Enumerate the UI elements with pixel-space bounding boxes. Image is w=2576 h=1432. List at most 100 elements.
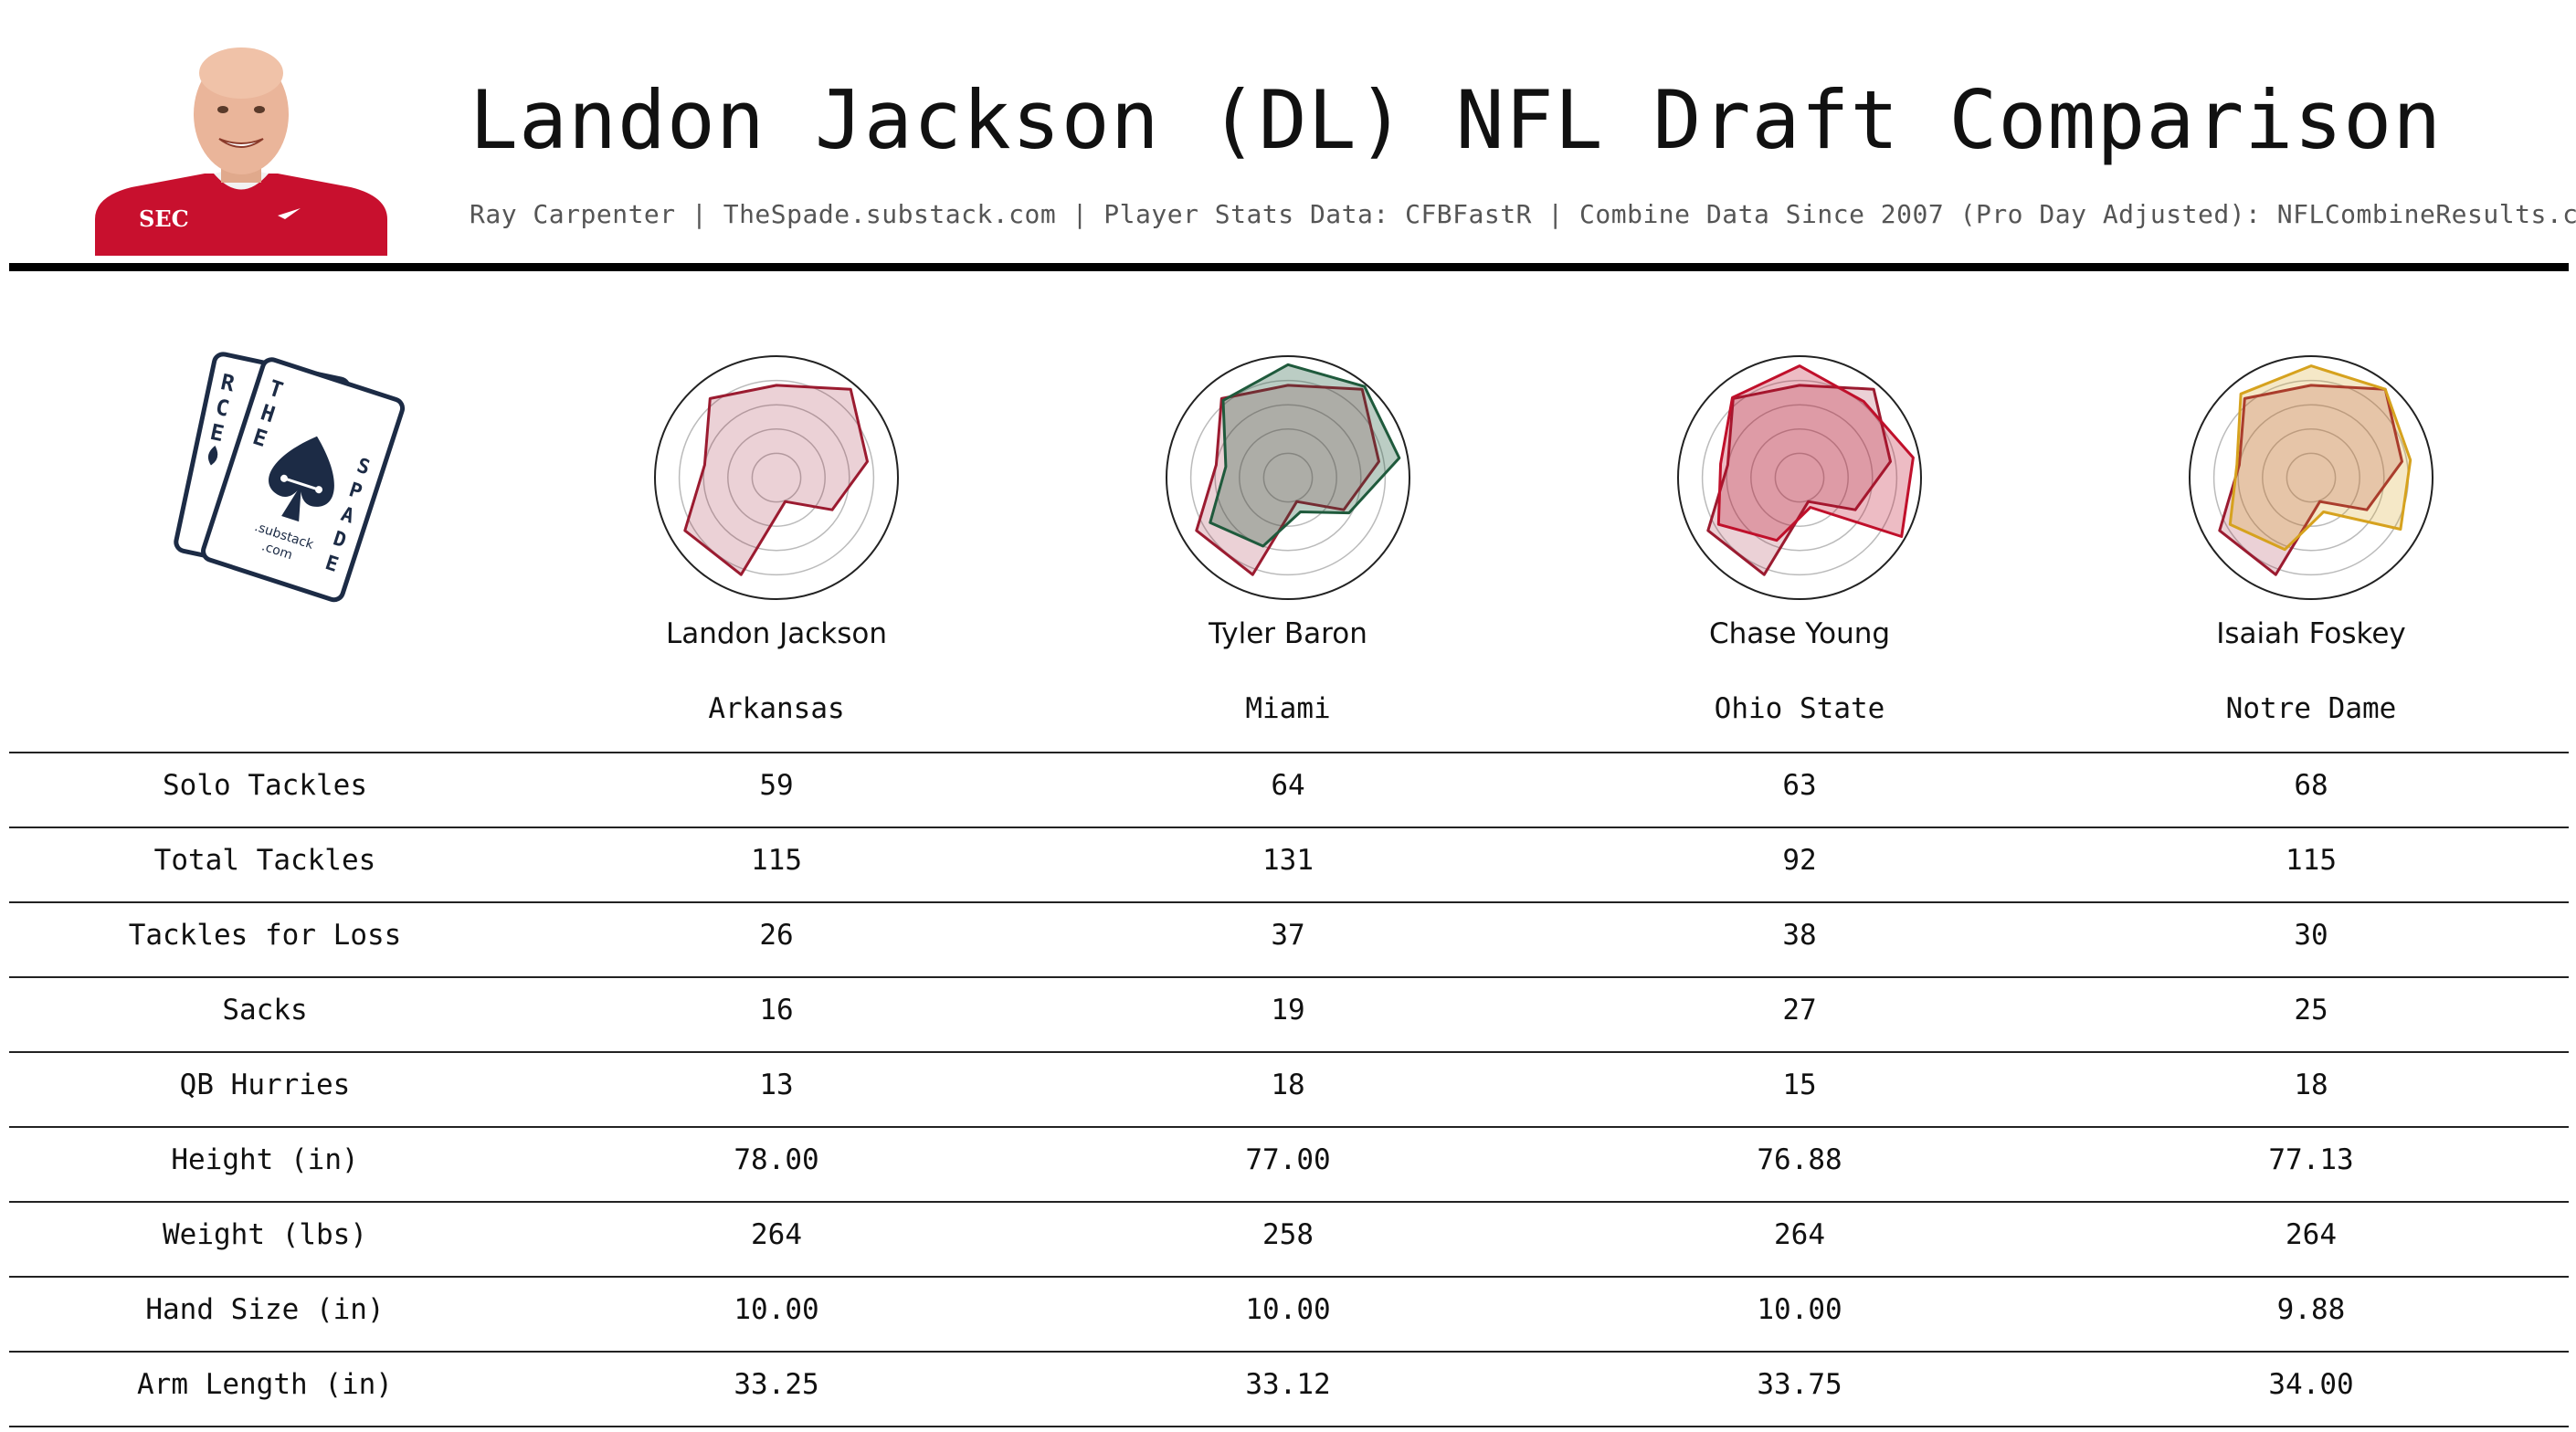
table-cell: 76.88 (1757, 1143, 1842, 1176)
table-divider (9, 1126, 2569, 1128)
table-cell: 30 (2294, 919, 2328, 952)
radar-outer-ring (1677, 355, 1922, 600)
radar-grid-ring (1189, 379, 1387, 576)
radar-series-isaiah-foskey (2228, 364, 2412, 552)
table-cell: 115 (2286, 844, 2337, 877)
table-cell: 10.00 (734, 1293, 819, 1326)
table-cell: 33.75 (1757, 1368, 1842, 1401)
table-cell: 258 (1262, 1218, 1314, 1251)
table-cell: 33.12 (1245, 1368, 1331, 1401)
radar-grid-ring (1726, 404, 1874, 552)
table-cell: 18 (2294, 1069, 2328, 1101)
radar-chart-tyler-baron (1157, 347, 1419, 608)
stat-label: Tackles for Loss (128, 919, 402, 952)
radar-grid-ring (1701, 379, 1898, 576)
table-cell: 78.00 (734, 1143, 819, 1176)
radar-series-landon-jackson (683, 384, 869, 576)
table-divider (9, 1201, 2569, 1203)
table-cell: 18 (1271, 1069, 1305, 1101)
radar-outer-ring (1166, 355, 1410, 600)
the-spade-logo: R C E T H E S P A D E .substack .com (155, 347, 411, 612)
radar-chart-chase-young (1669, 347, 1930, 608)
table-cell: 15 (1782, 1069, 1817, 1101)
radar-grid-ring (2262, 428, 2360, 527)
table-cell: 16 (759, 994, 794, 1027)
radar-grid-ring (727, 428, 826, 527)
table-divider (9, 1351, 2569, 1353)
table-cell: 59 (759, 769, 794, 802)
player-name: Isaiah Foskey (2216, 617, 2406, 650)
table-cell: 92 (1782, 844, 1817, 877)
radar-grid-ring (1214, 404, 1362, 552)
radar-chart-landon-jackson (646, 347, 907, 608)
radar-series-landon-jackson (1195, 384, 1380, 576)
stat-label: Sacks (222, 994, 308, 1027)
table-divider (9, 1051, 2569, 1053)
stat-label: Weight (lbs) (163, 1218, 367, 1251)
table-cell: 264 (1774, 1218, 1825, 1251)
radar-grid-ring (1262, 452, 1314, 503)
table-cell: 68 (2294, 769, 2328, 802)
table-divider (9, 976, 2569, 978)
radar-grid-ring (678, 379, 875, 576)
svg-text:SEC: SEC (139, 205, 189, 232)
table-cell: 63 (1782, 769, 1817, 802)
radar-grid-ring (702, 404, 850, 552)
radar-grid-ring (2237, 404, 2385, 552)
table-cell: 37 (1271, 919, 1305, 952)
player-school: Miami (1245, 692, 1331, 725)
table-cell: 13 (759, 1069, 794, 1101)
table-cell: 25 (2294, 994, 2328, 1027)
stat-label: QB Hurries (179, 1069, 351, 1101)
stat-label: Height (in) (171, 1143, 359, 1176)
player-name: Landon Jackson (666, 617, 887, 650)
table-cell: 264 (751, 1218, 802, 1251)
stat-label: Solo Tackles (163, 769, 367, 802)
table-cell: 77.00 (1245, 1143, 1331, 1176)
player-name: Chase Young (1708, 617, 1891, 650)
stat-label: Total Tackles (153, 844, 376, 877)
table-cell: 10.00 (1245, 1293, 1331, 1326)
radar-series-landon-jackson (1706, 384, 1892, 576)
table-cell: 26 (759, 919, 794, 952)
table-cell: 27 (1782, 994, 1817, 1027)
table-divider (9, 827, 2569, 828)
radar-grid-ring (1774, 452, 1825, 503)
table-cell: 64 (1271, 769, 1305, 802)
radar-grid-ring (1750, 428, 1849, 527)
table-cell: 264 (2286, 1218, 2337, 1251)
page-title: Landon Jackson (DL) NFL Draft Comparison (470, 73, 2443, 167)
table-cell: 115 (751, 844, 802, 877)
table-divider (9, 1276, 2569, 1278)
stat-label: Hand Size (in) (145, 1293, 385, 1326)
table-cell: 38 (1782, 919, 1817, 952)
header-divider (9, 263, 2569, 271)
card-letter: C (213, 395, 231, 422)
radar-series-tyler-baron (1209, 363, 1401, 548)
stat-label: Arm Length (in) (137, 1368, 393, 1401)
radar-grid-ring (1239, 428, 1337, 527)
table-cell: 10.00 (1757, 1293, 1842, 1326)
player-headshot: SEC (95, 37, 387, 256)
player-school: Ohio State (1714, 692, 1885, 725)
player-school: Notre Dame (2225, 692, 2397, 725)
radar-grid-ring (751, 452, 802, 503)
table-cell: 19 (1271, 994, 1305, 1027)
table-cell: 9.88 (2276, 1293, 2346, 1326)
table-cell: 77.13 (2268, 1143, 2354, 1176)
radar-chart-isaiah-foskey (2180, 347, 2442, 608)
radar-outer-ring (654, 355, 899, 600)
table-divider (9, 752, 2569, 753)
player-school: Arkansas (708, 692, 845, 725)
card-letter: E (208, 419, 227, 447)
table-cell: 34.00 (2268, 1368, 2354, 1401)
table-divider (9, 901, 2569, 903)
table-cell: 131 (1262, 844, 1314, 877)
radar-grid-ring (2286, 452, 2337, 503)
radar-outer-ring (2189, 355, 2433, 600)
table-cell: 33.25 (734, 1368, 819, 1401)
table-divider (9, 1426, 2569, 1427)
radar-series-chase-young (1716, 364, 1915, 542)
card-letter: R (218, 369, 237, 397)
player-name: Tyler Baron (1209, 617, 1367, 650)
